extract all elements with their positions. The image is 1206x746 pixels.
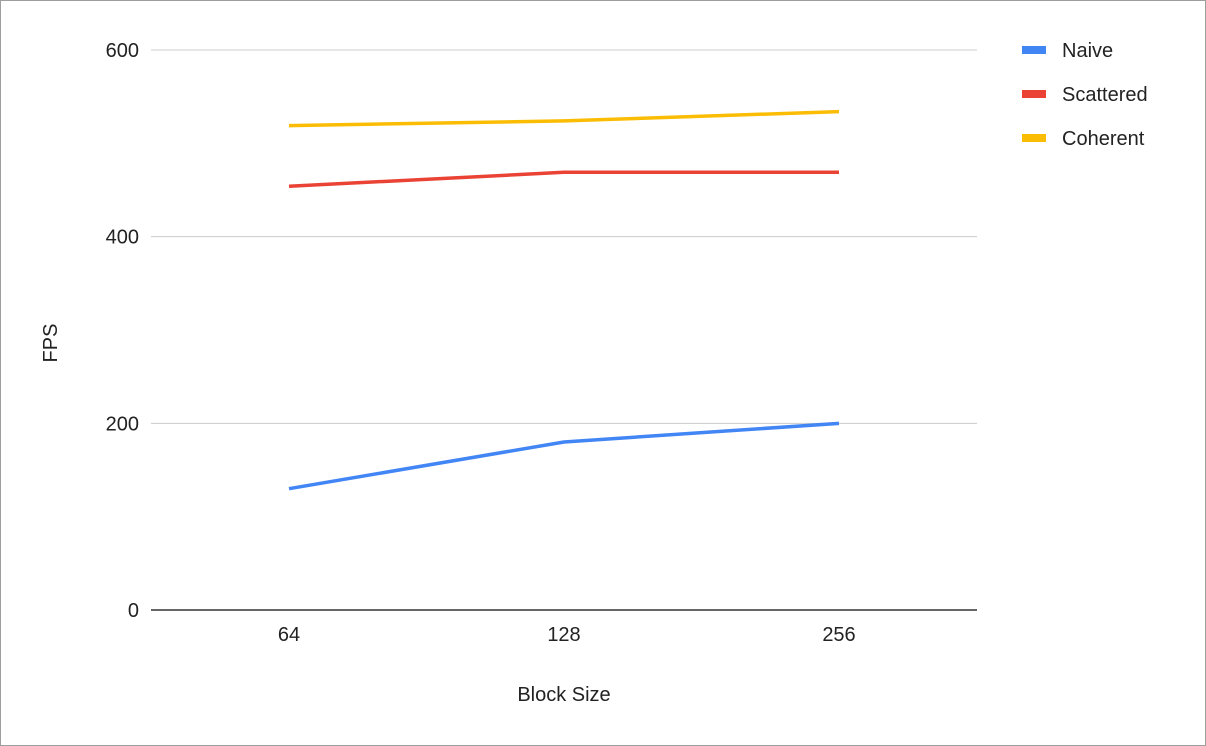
legend-swatch-naive: [1022, 46, 1046, 54]
legend: Naive Scattered Coherent: [1022, 40, 1148, 150]
series-line-coherent: [288, 109, 840, 128]
x-tick-label: 256: [822, 624, 855, 646]
y-tick-label: 200: [106, 413, 139, 435]
x-axis-ticks: 64 128 256: [278, 624, 856, 646]
legend-swatch-scattered: [1022, 90, 1046, 98]
y-tick-label: 0: [128, 600, 139, 622]
y-axis-ticks: 0 200 400 600: [106, 40, 139, 622]
legend-label-coherent: Coherent: [1062, 128, 1145, 150]
gridlines: [151, 49, 977, 424]
y-tick-label: 600: [106, 40, 139, 62]
series-line-naive: [288, 421, 840, 491]
x-axis-title: Block Size: [517, 684, 610, 706]
series-lines: [288, 109, 840, 491]
series-line-scattered: [288, 170, 839, 189]
x-tick-label: 128: [547, 624, 580, 646]
legend-swatch-coherent: [1022, 134, 1046, 142]
y-tick-label: 400: [106, 227, 139, 249]
legend-label-naive: Naive: [1062, 40, 1113, 62]
y-axis-title: FPS: [40, 324, 62, 363]
legend-label-scattered: Scattered: [1062, 84, 1148, 106]
x-tick-label: 64: [278, 624, 300, 646]
